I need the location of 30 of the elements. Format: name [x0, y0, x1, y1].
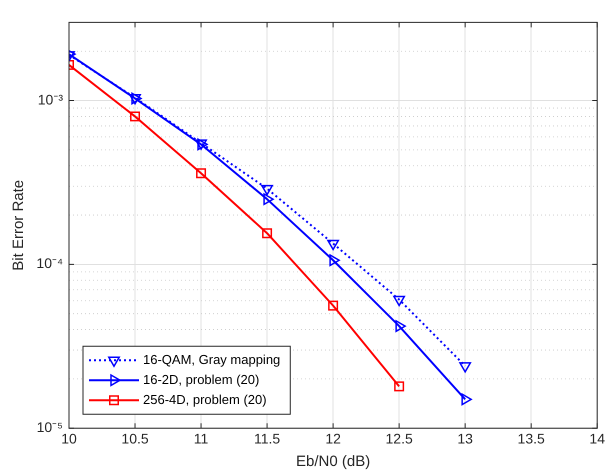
x-tick-label: 10.5: [121, 430, 149, 446]
point: [459, 362, 472, 373]
point: [328, 300, 338, 311]
x-tick-label: 14: [589, 430, 606, 446]
x-tick-label: 11.5: [254, 430, 280, 446]
point: [329, 254, 340, 266]
y-tick-label: 10⁻⁵: [36, 419, 63, 436]
x-tick-label: 10: [61, 430, 77, 446]
legend-label: 256-4D, problem (20): [143, 392, 267, 407]
point: [395, 320, 406, 332]
x-axis-title: Eb/N0 (dB): [296, 453, 370, 470]
y-tick-label: 10⁻³: [38, 91, 64, 108]
point: [393, 296, 406, 306]
y-axis-title: Bit Error Rate: [10, 180, 28, 271]
x-tick-label: 13: [457, 430, 474, 446]
point: [461, 393, 472, 406]
x-tick-label: 12: [325, 430, 342, 446]
point: [394, 381, 404, 392]
point: [261, 184, 274, 196]
point: [327, 240, 340, 250]
point: [130, 111, 140, 122]
y-tick-label: 10⁻⁴: [36, 255, 63, 272]
x-tick-label: 13.5: [518, 430, 546, 446]
point: [263, 193, 274, 206]
point: [196, 168, 206, 178]
x-tick-label: 12.5: [386, 430, 413, 446]
point: [262, 228, 272, 238]
legend-label: 16-2D, problem (20): [143, 372, 260, 387]
x-tick-label: 11: [194, 430, 209, 446]
legend-label: 16-QAM, Gray mapping: [143, 352, 280, 367]
